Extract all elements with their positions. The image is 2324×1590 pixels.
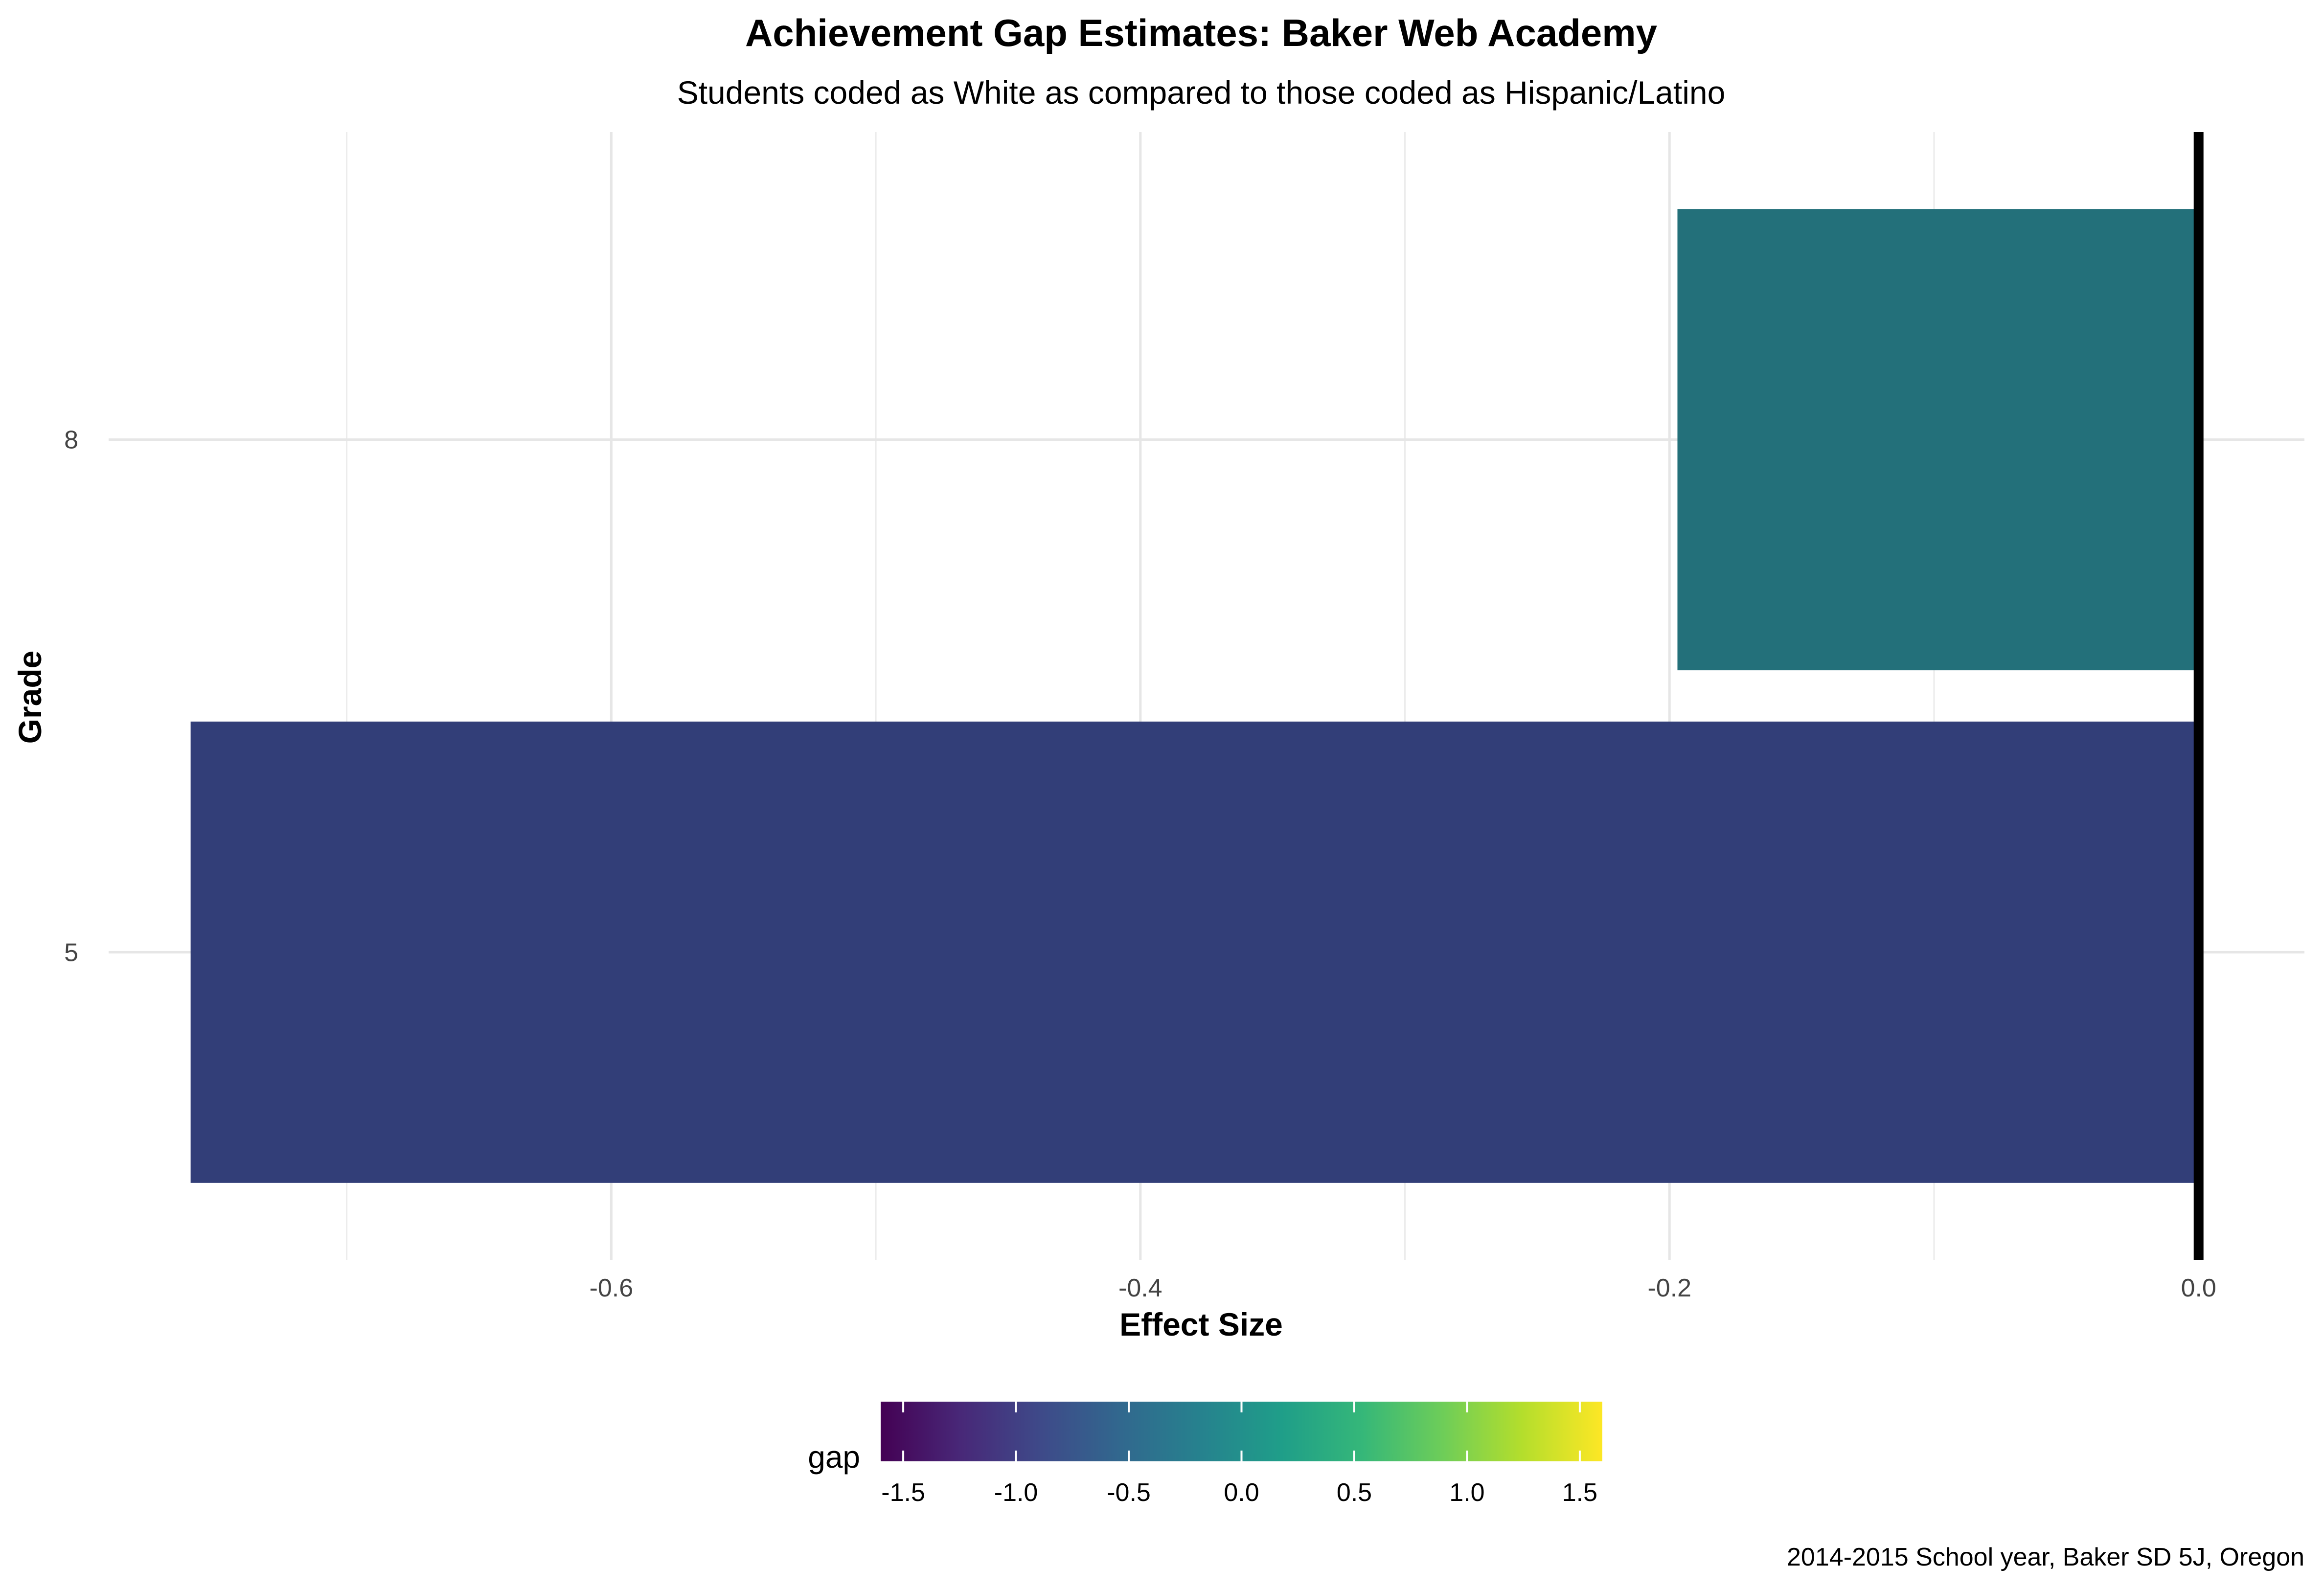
bar-grade-5 <box>190 721 2199 1183</box>
legend-ticks: -1.5 -1.0 -0.5 0.0 0.5 1.0 1.5 <box>881 1402 1597 1507</box>
chart-title: Achievement Gap Estimates: Baker Web Aca… <box>745 11 1657 54</box>
x-axis-title: Effect Size <box>1119 1306 1283 1342</box>
legend-tick-label: 1.0 <box>1449 1478 1484 1507</box>
x-axis-ticks: -0.6 -0.4 -0.2 0.0 <box>590 1274 2216 1302</box>
y-axis-title: Grade <box>12 651 48 744</box>
bar-layer <box>190 209 2199 1183</box>
plot-area <box>109 132 2304 1260</box>
legend-tick-label: 1.5 <box>1562 1478 1597 1507</box>
legend-title: gap <box>808 1439 860 1475</box>
x-tick-label: -0.4 <box>1118 1274 1162 1302</box>
chart-subtitle: Students coded as White as compared to t… <box>677 74 1726 111</box>
legend-tick-label: -1.0 <box>994 1478 1038 1507</box>
legend-tick-label: -1.5 <box>881 1478 925 1507</box>
y-axis-ticks: 58 <box>64 426 78 967</box>
bar-grade-8 <box>1677 209 2199 671</box>
legend-tick-label: 0.5 <box>1337 1478 1372 1507</box>
legend-tick-label: 0.0 <box>1224 1478 1259 1507</box>
x-tick-label: -0.2 <box>1647 1274 1691 1302</box>
x-tick-label: -0.6 <box>590 1274 634 1302</box>
y-tick-label: 8 <box>64 426 78 454</box>
chart-caption: 2014-2015 School year, Baker SD 5J, Oreg… <box>1787 1543 2304 1571</box>
color-legend: gap -1.5 -1.0 -0.5 0.0 0.5 1.0 1.5 <box>808 1402 1602 1507</box>
x-tick-label: 0.0 <box>2181 1274 2216 1302</box>
legend-tick-label: -0.5 <box>1107 1478 1151 1507</box>
y-tick-label: 5 <box>64 938 78 967</box>
